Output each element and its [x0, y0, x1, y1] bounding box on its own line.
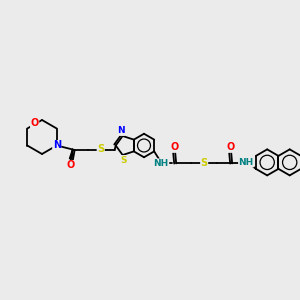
Text: S: S	[201, 158, 208, 168]
Text: NH: NH	[154, 159, 169, 168]
Text: S: S	[120, 155, 127, 164]
Text: NH: NH	[238, 158, 254, 167]
Text: O: O	[67, 160, 75, 170]
Text: O: O	[226, 142, 234, 152]
Text: S: S	[97, 145, 104, 154]
Text: N: N	[53, 140, 61, 151]
Text: O: O	[170, 142, 178, 152]
Text: N: N	[117, 127, 124, 136]
Text: O: O	[31, 118, 39, 128]
